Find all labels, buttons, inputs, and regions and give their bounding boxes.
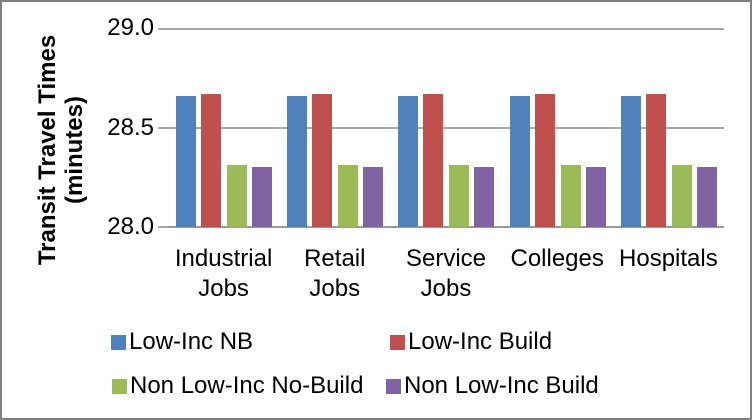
bar bbox=[620, 95, 641, 227]
x-axis-category-label-line: Jobs bbox=[420, 275, 472, 302]
x-axis-category-label-line: Industrial bbox=[174, 245, 273, 272]
y-axis-tick bbox=[158, 126, 168, 129]
bar bbox=[252, 167, 272, 227]
bar bbox=[363, 167, 384, 227]
bar bbox=[227, 165, 247, 227]
bar bbox=[645, 93, 666, 227]
legend-label: Non Low-Inc Build bbox=[404, 372, 599, 399]
x-axis-category-label-line: Jobs bbox=[309, 275, 361, 302]
gridline bbox=[168, 126, 724, 129]
legend-swatch bbox=[386, 378, 401, 394]
y-axis-tick-label: 28.5 bbox=[107, 113, 154, 141]
bar bbox=[201, 93, 221, 227]
y-axis-tick-label: 29.0 bbox=[107, 14, 154, 41]
bar bbox=[474, 167, 495, 227]
x-axis-category-label: Colleges bbox=[502, 244, 613, 274]
x-axis-line bbox=[168, 226, 724, 228]
x-axis-category-label: Service Jobs bbox=[390, 244, 501, 304]
y-axis-title-line2: (minutes) bbox=[61, 96, 88, 204]
y-axis-tick bbox=[158, 28, 168, 30]
plot-area bbox=[168, 28, 724, 228]
bar bbox=[560, 165, 581, 227]
x-axis-category-label-line: Retail bbox=[304, 245, 366, 272]
bar bbox=[696, 167, 717, 227]
x-axis-category-label: Industrial Jobs bbox=[168, 244, 279, 304]
bar bbox=[423, 93, 444, 227]
x-axis-category-label-line: Hospitals bbox=[619, 245, 718, 272]
bar bbox=[176, 95, 196, 227]
legend-item: Non Low-Inc No-Build bbox=[112, 372, 363, 400]
gridline bbox=[168, 28, 724, 30]
bar bbox=[287, 95, 308, 227]
x-axis-category-label-line: Jobs bbox=[198, 275, 249, 302]
bar bbox=[534, 93, 555, 227]
x-axis-category-label: Hospitals bbox=[613, 244, 724, 274]
x-axis-category-label-line: Colleges bbox=[510, 245, 604, 272]
legend-label: Non Low-Inc No-Build bbox=[130, 372, 364, 399]
x-axis-category-label: Retail Jobs bbox=[279, 244, 390, 304]
legend-swatch bbox=[112, 378, 127, 394]
legend-item: Low-Inc Build bbox=[390, 328, 552, 356]
bar bbox=[671, 165, 692, 227]
x-axis-category-label-line: Service bbox=[405, 245, 486, 272]
bar bbox=[509, 95, 530, 227]
legend-item: Low-Inc NB bbox=[111, 328, 253, 356]
bar bbox=[338, 165, 359, 227]
bar bbox=[585, 167, 606, 227]
legend-label: Low-Inc NB bbox=[129, 328, 254, 355]
y-axis-tick-label: 28.0 bbox=[107, 213, 154, 240]
legend-swatch bbox=[111, 334, 126, 350]
legend-swatch bbox=[390, 334, 405, 350]
y-axis-title-line1: Transit Travel Times bbox=[34, 34, 61, 266]
bar bbox=[398, 95, 419, 227]
legend-item: Non Low-Inc Build bbox=[386, 372, 599, 400]
legend-label: Low-Inc Build bbox=[408, 328, 553, 355]
bar bbox=[449, 165, 470, 227]
bar bbox=[312, 93, 333, 227]
y-axis-title: Transit Travel Times (minutes) bbox=[34, 2, 88, 300]
y-axis-tick bbox=[158, 226, 168, 228]
